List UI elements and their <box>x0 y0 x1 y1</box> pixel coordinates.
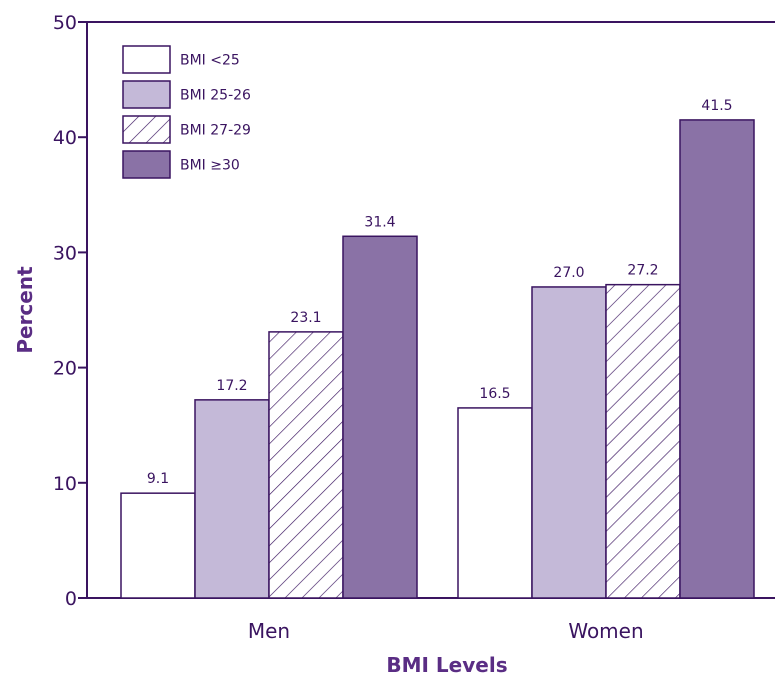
category-labels: Men Women <box>248 619 644 643</box>
bar <box>120 492 196 599</box>
bar-value-label: 27.0 <box>553 265 584 281</box>
legend-label: BMI ≥30 <box>180 158 240 174</box>
x-category-label: Women <box>568 619 643 643</box>
bar <box>679 119 755 599</box>
y-tick-label: 40 <box>53 127 77 149</box>
legend-swatch <box>122 150 171 179</box>
legend-label: BMI 27-29 <box>180 123 251 139</box>
legend-label: BMI <25 <box>180 53 240 69</box>
x-category-label: Men <box>248 619 290 643</box>
bar <box>531 286 607 599</box>
bar <box>268 331 344 599</box>
legend-swatch <box>122 80 171 109</box>
data-labels: 9.1 17.2 23.1 31.4 16.5 27.0 27.2 41.5 <box>147 98 733 487</box>
bar-value-label: 31.4 <box>364 214 395 230</box>
legend-swatch <box>122 45 171 74</box>
bar-value-label: 17.2 <box>216 378 247 394</box>
bar-value-label: 23.1 <box>290 310 321 326</box>
bar <box>194 399 270 599</box>
bar-value-label: 41.5 <box>701 98 732 114</box>
x-axis-title: BMI Levels <box>386 653 507 677</box>
bar-value-label: 9.1 <box>147 471 169 487</box>
bar <box>605 283 681 599</box>
bar <box>457 407 533 599</box>
legend: BMI <25 BMI 25-26 BMI 27-29 BMI ≥30 <box>122 45 251 179</box>
y-tick-label: 50 <box>53 12 77 34</box>
y-tick-label: 30 <box>53 242 77 264</box>
y-tick-label: 10 <box>53 473 77 495</box>
bars <box>120 119 755 599</box>
bar <box>342 235 418 599</box>
y-tick-label: 20 <box>53 358 77 380</box>
legend-swatch <box>122 115 171 144</box>
bar-value-label: 16.5 <box>479 386 510 402</box>
bar-value-label: 27.2 <box>627 263 658 279</box>
y-axis-title: Percent <box>13 266 37 354</box>
legend-label: BMI 25-26 <box>180 88 251 104</box>
y-tick-label: 0 <box>65 588 77 610</box>
y-axis-ticks: 0 10 20 30 40 50 <box>53 12 87 610</box>
